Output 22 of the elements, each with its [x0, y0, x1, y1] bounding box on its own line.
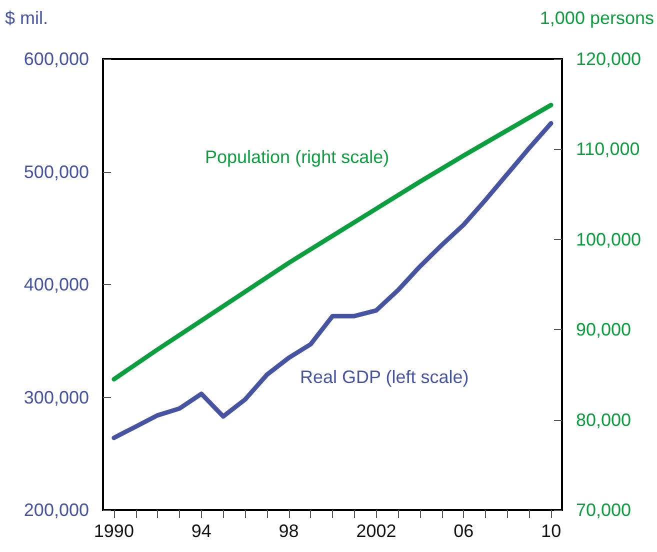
series-label: Population (right scale): [205, 147, 390, 167]
y2-tick-label: 80,000: [576, 410, 632, 430]
y-tick-label: 600,000: [24, 49, 89, 69]
line-series: [112, 121, 554, 440]
x-tick-label: 10: [541, 521, 562, 541]
y2-tick-label: 110,000: [576, 139, 640, 160]
x-tick-label: 2002: [356, 521, 396, 541]
y-tick-label: 400,000: [24, 274, 89, 294]
y-tick-label: 500,000: [24, 162, 89, 182]
y-tick-label: 300,000: [24, 387, 89, 408]
x-tick-label: 98: [278, 521, 299, 541]
x-tick-label: 1990: [94, 521, 134, 541]
y2-tick-label: 90,000: [576, 320, 632, 340]
y2-tick-label: 120,000: [576, 49, 642, 69]
x-tick-label: 06: [454, 521, 474, 541]
y-axis-title: $ mil.: [5, 8, 48, 28]
y2-axis-title: 1,000 persons: [540, 8, 654, 28]
series-label: Real GDP (left scale): [300, 367, 469, 387]
y-tick-label: 200,000: [24, 500, 89, 520]
y2-tick-label: 70,000: [576, 500, 632, 520]
y2-tick-label: 100,000: [576, 229, 642, 250]
x-tick-label: 94: [191, 521, 212, 541]
